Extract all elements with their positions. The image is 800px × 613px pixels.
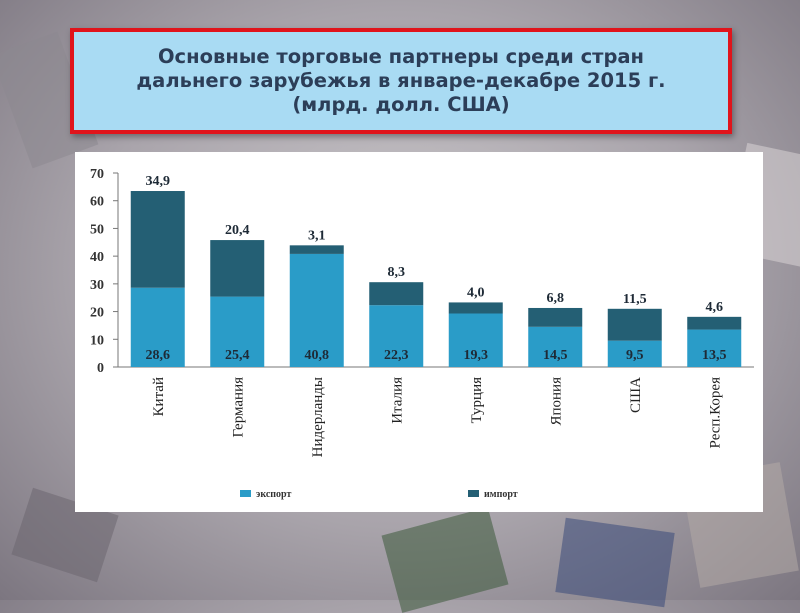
data-label-export: 40,8 bbox=[305, 348, 330, 363]
y-tick-label: 50 bbox=[90, 222, 104, 237]
bar-export bbox=[528, 326, 583, 367]
flag-decoration bbox=[381, 507, 509, 613]
data-label-import: 4,0 bbox=[467, 285, 485, 300]
data-label-import: 11,5 bbox=[623, 292, 647, 307]
bar-export bbox=[210, 296, 265, 367]
slide-title: Основные торговые партнеры среди стран д… bbox=[136, 45, 666, 116]
bar-import bbox=[130, 191, 185, 288]
data-label-export: 19,3 bbox=[464, 348, 489, 363]
bar-import bbox=[528, 307, 583, 327]
x-tick-label: Япония bbox=[548, 377, 564, 426]
bar-export bbox=[448, 313, 503, 367]
bar-import bbox=[210, 240, 265, 297]
bar-export bbox=[687, 329, 742, 367]
y-tick-label: 70 bbox=[90, 167, 104, 182]
y-tick-label: 0 bbox=[97, 361, 104, 376]
y-tick-label: 10 bbox=[90, 333, 104, 348]
x-tick-label: Германия bbox=[230, 377, 246, 438]
flag-decoration bbox=[555, 517, 675, 608]
legend-swatch-export bbox=[240, 490, 251, 497]
data-label-export: 14,5 bbox=[543, 348, 568, 363]
data-label-import: 8,3 bbox=[388, 265, 406, 280]
legend-label-import: импорт bbox=[484, 489, 518, 500]
stacked-bar-chart: 0 10 20 30 40 50 60 70 28,6 34,9 Китай 25,4 20,4 Герм… bbox=[90, 167, 754, 500]
x-tick-label: Турция bbox=[469, 377, 485, 423]
data-label-export: 28,6 bbox=[146, 348, 171, 363]
data-label-import: 20,4 bbox=[225, 223, 250, 238]
data-label-export: 9,5 bbox=[626, 348, 644, 363]
data-label-import: 6,8 bbox=[547, 291, 565, 306]
x-tick-label: Нидерланды bbox=[310, 377, 326, 457]
y-tick-label: 30 bbox=[90, 278, 104, 293]
y-tick-label: 60 bbox=[90, 195, 104, 210]
slide-title-box: Основные торговые партнеры среди стран д… bbox=[70, 28, 732, 134]
data-label-import: 3,1 bbox=[308, 228, 326, 243]
legend-label-export: экспорт bbox=[256, 489, 291, 500]
data-label-export: 22,3 bbox=[384, 348, 409, 363]
bar-import bbox=[687, 316, 742, 330]
bar-import bbox=[369, 282, 424, 306]
legend-swatch-import bbox=[468, 490, 479, 497]
bar-export bbox=[369, 305, 424, 367]
y-tick-label: 20 bbox=[90, 306, 104, 321]
bar-export bbox=[289, 253, 344, 367]
data-label-export: 25,4 bbox=[225, 348, 250, 363]
bar-import bbox=[448, 302, 503, 314]
bar-import bbox=[607, 308, 662, 341]
x-tick-label: США bbox=[628, 377, 644, 413]
x-tick-label: Респ.Корея bbox=[707, 377, 723, 449]
data-label-import: 4,6 bbox=[706, 300, 724, 315]
x-tick-label: Китай bbox=[151, 377, 167, 416]
data-label-import: 34,9 bbox=[146, 174, 171, 189]
y-tick-label: 40 bbox=[90, 250, 104, 265]
bar-import bbox=[289, 245, 344, 254]
bar-export bbox=[607, 340, 662, 367]
x-tick-label: Италия bbox=[389, 377, 405, 424]
data-label-export: 13,5 bbox=[702, 348, 727, 363]
chart-panel: 0 10 20 30 40 50 60 70 28,6 34,9 Китай 25,4 20,4 Герм… bbox=[75, 152, 763, 512]
bar-export bbox=[130, 287, 185, 367]
